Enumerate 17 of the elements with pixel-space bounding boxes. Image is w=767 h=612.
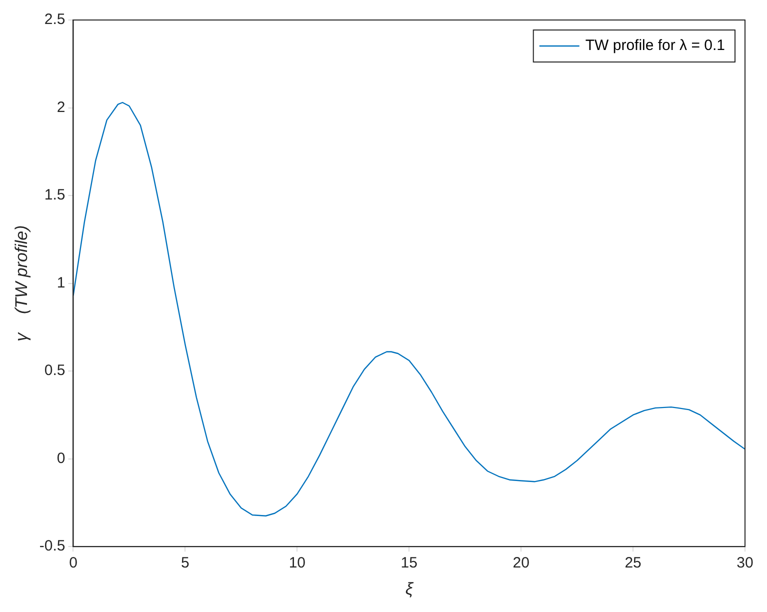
x-tick-label: 30	[736, 554, 754, 572]
legend-label: TW profile for λ = 0.1	[585, 37, 726, 54]
x-tick-label: 25	[624, 554, 642, 572]
y-tick-label: -0.5	[39, 538, 66, 555]
x-tick-label: 5	[181, 554, 190, 572]
y-tick-label: 2.5	[44, 11, 66, 28]
x-tick-label: 10	[288, 554, 306, 572]
y-tick-label: 0	[56, 450, 66, 467]
x-tick-label: 20	[512, 554, 530, 572]
y-tick-label: 0.5	[44, 362, 66, 380]
y-tick-label: 1.5	[44, 186, 66, 204]
x-tick-label: 15	[400, 554, 418, 572]
y-axis-title: γ (TW profile)	[12, 225, 31, 342]
y-tick-label: 1	[56, 274, 66, 292]
y-tick-label: 2	[56, 98, 66, 116]
x-tick-label: 0	[69, 554, 78, 572]
x-axis-title: ξ	[405, 580, 414, 599]
